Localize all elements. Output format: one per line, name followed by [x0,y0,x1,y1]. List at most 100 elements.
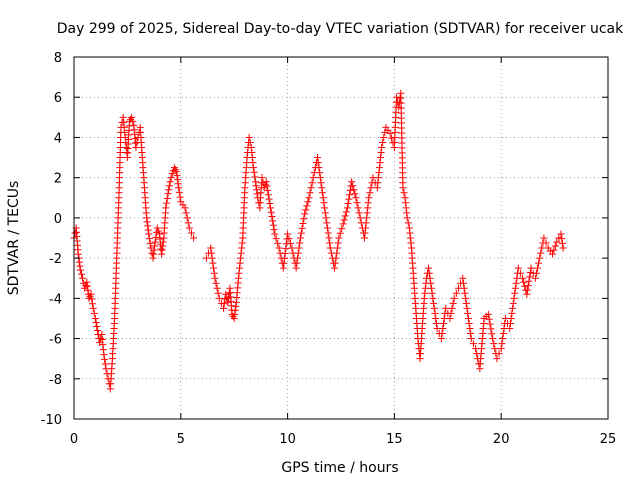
data-point [175,184,183,192]
data-point [82,281,90,289]
data-point [252,178,260,186]
data-point [165,182,173,190]
data-point [214,289,222,297]
data-point [212,279,220,287]
data-point [488,330,496,338]
data-point [237,254,245,262]
data-point [230,314,238,322]
data-point [266,199,274,207]
data-point [497,345,505,353]
data-point [207,244,215,252]
data-point [269,217,277,225]
data-point [293,259,301,267]
data-point [484,310,492,318]
data-point [224,298,232,306]
data-point [303,202,311,210]
data-point [472,345,480,353]
data-point [351,190,359,198]
data-point [294,249,302,257]
data-point [92,318,100,326]
y-tick-label: 2 [54,172,62,187]
data-point [286,239,294,247]
data-point [280,259,288,267]
data-point [540,234,548,242]
data-point [248,154,256,162]
x-tick-label: 5 [177,432,185,447]
data-point [356,214,364,222]
data-point [274,239,282,247]
data-point [208,254,216,262]
data-point [90,309,98,317]
data-point [234,274,242,282]
data-point [248,149,256,157]
data-point [292,264,300,272]
data-point [83,278,91,286]
data-point [316,169,324,177]
data-point [342,208,350,216]
data-point [438,330,446,338]
data-point [213,284,221,292]
data-point [360,234,368,242]
data-point [284,230,292,238]
data-point [320,199,328,207]
data-point [491,345,499,353]
data-point [514,264,522,272]
x-axis-label: GPS time / hours [281,460,398,476]
data-point [143,218,151,226]
data-point [298,224,306,232]
data-point [465,319,473,327]
data-point [499,330,507,338]
data-point [459,279,467,287]
data-point [152,233,160,241]
data-point [420,294,428,302]
data-point [339,220,347,228]
data-point [79,274,87,282]
data-point [464,309,472,317]
data-point [353,199,361,207]
data-point [295,244,303,252]
data-point [245,133,253,141]
data-point [271,230,279,238]
y-tick-label: 8 [54,51,62,66]
data-point [296,234,304,242]
data-point [519,274,527,282]
data-point [350,186,358,194]
data-point [185,224,193,232]
data-point [427,279,435,287]
data-point [403,209,411,217]
data-point [164,190,172,198]
data-point [403,214,411,222]
data-point [281,254,289,262]
data-point [285,235,293,243]
data-point [176,193,184,201]
data-point [237,249,245,257]
data-point [548,250,556,258]
data-point [317,179,325,187]
data-point [442,304,450,312]
data-point [364,204,372,212]
data-point [322,214,330,222]
data-point [264,186,272,194]
data-point [149,254,157,262]
data-point [153,229,161,237]
data-point [167,174,175,182]
y-tick-label: -4 [49,292,62,307]
plot-frame [73,56,609,420]
data-point [466,325,474,332]
data-point [495,350,503,358]
data-point [187,229,195,237]
data-point [459,274,467,282]
data-point [352,194,360,202]
data-point [297,229,305,237]
data-point [464,314,472,322]
data-point [326,239,334,247]
data-point [531,274,539,282]
data-point [377,149,385,157]
data-point [393,93,401,101]
data-point [101,355,109,363]
data-point [340,216,348,224]
chart-title: Day 299 of 2025, Sidereal Day-to-day VTE… [57,21,624,37]
data-point [509,304,517,312]
data-point [215,294,223,302]
